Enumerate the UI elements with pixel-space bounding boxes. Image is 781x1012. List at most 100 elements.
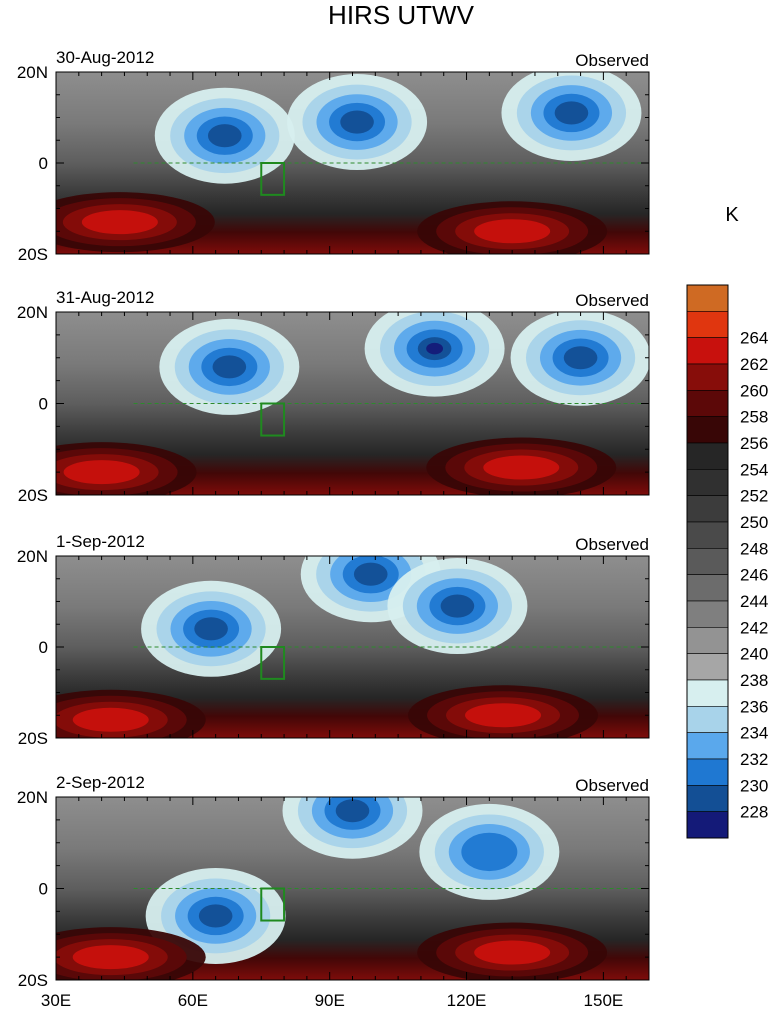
colorbar-swatch — [686, 732, 729, 760]
utwv-contour-5-4 — [474, 219, 551, 244]
y-tick-label: 0 — [39, 638, 48, 657]
panel-tag: Observed — [575, 291, 649, 310]
colorbar-level-label: 240 — [740, 645, 768, 664]
colorbar-swatch — [686, 679, 729, 707]
utwv-contour-3-5 — [554, 101, 589, 125]
panel-date: 31-Aug-2012 — [56, 288, 154, 307]
colorbar-level-label: 264 — [740, 329, 768, 348]
colorbar-swatch — [686, 600, 729, 628]
colorbar-level-label: 254 — [740, 460, 768, 479]
panel-date: 2-Sep-2012 — [56, 773, 145, 792]
colorbar-swatch — [686, 574, 729, 602]
map-panel-3: 1-Sep-2012 Observed 20N 0 20S — [17, 532, 650, 748]
y-tick-label: 0 — [39, 880, 48, 899]
colorbar-swatch — [686, 469, 729, 496]
colorbar-frame — [686, 284, 729, 839]
colorbar-swatch — [686, 706, 729, 733]
colorbar-level-label: 236 — [740, 697, 768, 716]
utwv-field — [56, 797, 649, 980]
utwv-contour-4-4 — [72, 945, 149, 970]
colorbar-units-label: K — [725, 204, 739, 226]
region-box — [260, 402, 286, 437]
colorbar-swatch — [686, 811, 729, 839]
map-panel-2: 31-Aug-2012 Observed 20N 0 20S — [17, 288, 650, 505]
panel-date: 30-Aug-2012 — [56, 48, 154, 67]
map-panel-4: 2-Sep-2012 Observed 20N 0 20S — [17, 773, 650, 990]
colorbar-level-label: 234 — [740, 724, 768, 743]
utwv-contour-1-5 — [198, 904, 233, 928]
y-tick-label: 20N — [17, 63, 48, 82]
utwv-field — [56, 312, 649, 495]
y-tick-label: 20S — [18, 971, 48, 990]
colorbar: 228 230 232 234 236 238 240 242 244 246 248 250 252 2… — [686, 284, 768, 839]
y-tick-label: 20S — [18, 486, 48, 505]
utwv-contour-2-5 — [212, 355, 247, 379]
utwv-contour-1-5 — [194, 617, 228, 641]
x-tick-label: 30E — [41, 991, 71, 1010]
utwv-contour-2-5 — [340, 110, 374, 134]
x-axis: 30E 60E 90E 120E 150E — [41, 991, 623, 1010]
y-tick-label: 20S — [18, 729, 48, 748]
colorbar-level-label: 244 — [740, 592, 768, 611]
colorbar-swatch — [686, 521, 729, 549]
chart-title: HIRS UTWV — [328, 0, 475, 30]
colorbar-level-label: 250 — [740, 513, 768, 532]
colorbar-level-label: 232 — [740, 750, 768, 769]
utwv-contour-3-4 — [461, 832, 518, 872]
x-tick-label: 60E — [178, 991, 208, 1010]
panel-date: 1-Sep-2012 — [56, 532, 145, 551]
utwv-contour-1-6 — [426, 342, 444, 355]
region-box — [260, 646, 286, 680]
colorbar-level-label: 256 — [740, 434, 768, 453]
panel-tag: Observed — [575, 776, 649, 795]
x-tick-label: 120E — [447, 991, 487, 1010]
utwv-contour-5-4 — [483, 455, 560, 480]
utwv-contour-4-4 — [72, 707, 149, 732]
colorbar-swatch — [686, 758, 729, 786]
panel-tag: Observed — [575, 51, 649, 70]
colorbar-swatch — [686, 390, 729, 417]
y-tick-label: 20N — [17, 303, 48, 322]
colorbar-swatch — [686, 785, 729, 812]
utwv-contour-4-4 — [63, 460, 140, 485]
utwv-contour-2-5 — [335, 799, 370, 823]
map-panel-1: 30-Aug-2012 Observed 20N 0 20S — [17, 48, 650, 264]
utwv-contour-5-4 — [465, 703, 542, 728]
colorbar-swatch — [686, 653, 729, 681]
y-tick-label: 20S — [18, 245, 48, 264]
x-tick-label: 150E — [584, 991, 624, 1010]
utwv-field — [56, 72, 649, 254]
colorbar-level-label: 238 — [740, 671, 768, 690]
colorbar-level-label: 258 — [740, 408, 768, 427]
colorbar-swatch — [686, 442, 729, 470]
utwv-contour-4-4 — [81, 210, 158, 235]
utwv-contour-1-5 — [207, 124, 242, 148]
colorbar-level-label: 260 — [740, 381, 768, 400]
colorbar-swatch — [686, 363, 729, 391]
panel-tag: Observed — [575, 535, 649, 554]
colorbar-level-label: 252 — [740, 487, 768, 506]
colorbar-swatch — [686, 627, 729, 654]
colorbar-level-label: 230 — [740, 776, 768, 795]
colorbar-level-label: 242 — [740, 618, 768, 637]
x-tick-label: 90E — [315, 991, 345, 1010]
region-box — [260, 887, 286, 922]
y-tick-label: 0 — [39, 154, 48, 173]
colorbar-level-label: 248 — [740, 539, 768, 558]
colorbar-level-label: 228 — [740, 803, 768, 822]
region-box — [260, 162, 286, 196]
colorbar-swatch — [686, 311, 729, 338]
utwv-contour-3-5 — [563, 346, 598, 370]
utwv-field — [56, 556, 649, 738]
colorbar-level-label: 262 — [740, 355, 768, 374]
colorbar-swatch — [686, 416, 729, 444]
utwv-contour-3-5 — [440, 594, 475, 618]
y-tick-label: 20N — [17, 547, 48, 566]
utwv-contour-2-5 — [353, 562, 388, 586]
utwv-contour-5-4 — [474, 940, 551, 965]
colorbar-swatch — [686, 284, 729, 312]
colorbar-swatch — [686, 548, 729, 575]
colorbar-swatch — [686, 495, 729, 523]
y-tick-label: 0 — [39, 395, 48, 414]
